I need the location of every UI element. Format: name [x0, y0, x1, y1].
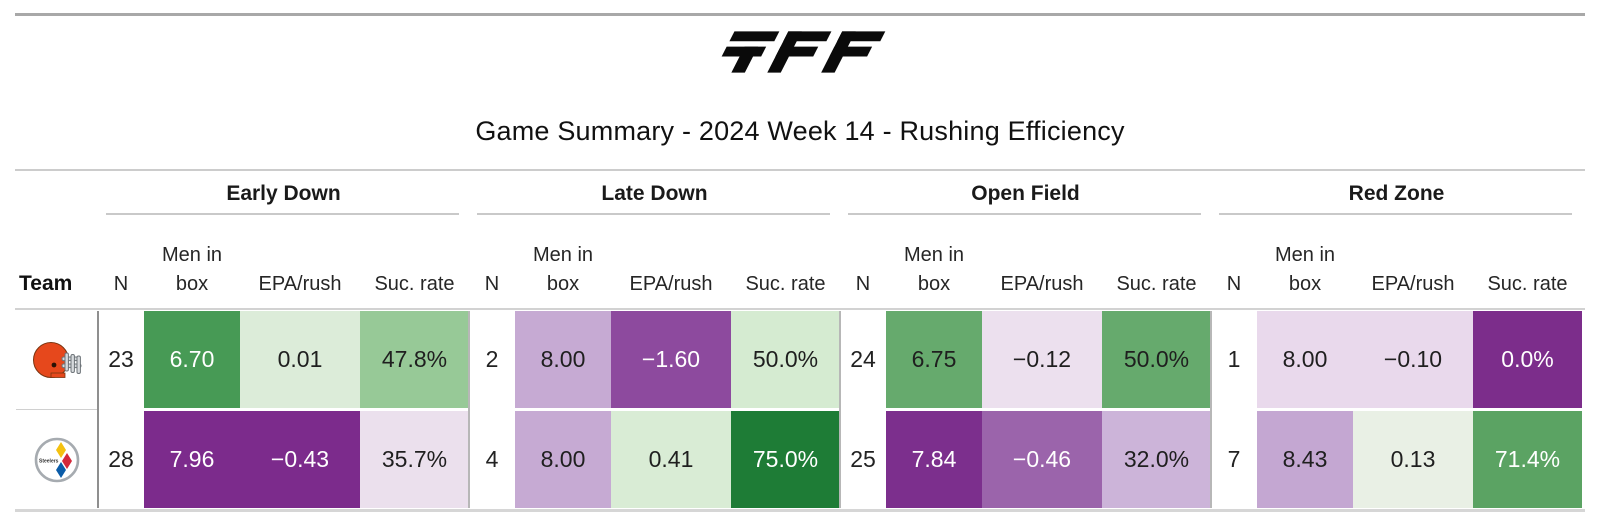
team-logo-cell [16, 311, 98, 408]
stat-suc-rate: 75.0% [731, 411, 840, 508]
header-divider [15, 308, 1585, 310]
table-row-browns: 23 6.70 0.01 47.8% 2 8.00 −1.60 50.0% 24… [16, 311, 1582, 408]
team-column-divider [97, 311, 99, 508]
stat-suc-rate: 71.4% [1473, 411, 1582, 508]
stat-epa-rush: −1.60 [611, 311, 731, 408]
steelers-wordmark: Steelers [39, 458, 59, 464]
stat-suc-rate: 50.0% [731, 311, 840, 408]
group-underline [477, 213, 830, 215]
bottom-rule [15, 509, 1585, 512]
column-header-n: N [1226, 273, 1242, 295]
column-header-n: N [855, 273, 871, 295]
stat-n: 4 [469, 411, 515, 508]
browns-helmet-icon [33, 341, 82, 378]
stat-men-in-box: 8.00 [515, 311, 611, 408]
table-group-header-row: Early Down Late Down Open Field Red Zone [16, 175, 1582, 215]
column-header-men-in-box: Men in box [532, 244, 594, 295]
group-header-label: Red Zone [1348, 182, 1445, 205]
stat-suc-rate: 0.0% [1473, 311, 1582, 408]
table-column-header-row: Team N Men in box EPA/rush Suc. rate N M… [16, 213, 1582, 303]
column-header-suc-rate: Suc. rate [1487, 273, 1568, 295]
stat-suc-rate: 32.0% [1102, 411, 1211, 508]
column-header-n: N [113, 273, 129, 295]
group-header-label: Late Down [601, 182, 708, 205]
column-header-epa-rush: EPA/rush [258, 273, 342, 295]
group-underline [848, 213, 1201, 215]
column-header-epa-rush: EPA/rush [629, 273, 713, 295]
stat-men-in-box: 6.70 [144, 311, 240, 408]
stat-epa-rush: 0.41 [611, 411, 731, 508]
group-underline [1219, 213, 1572, 215]
stat-suc-rate: 35.7% [360, 411, 469, 508]
stat-epa-rush: 0.13 [1353, 411, 1473, 508]
steelers-logo-icon: Steelers [34, 437, 80, 482]
page-title: Game Summary - 2024 Week 14 - Rushing Ef… [475, 116, 1125, 146]
pff-logo-icon [721, 31, 886, 73]
pff-logo [712, 29, 888, 75]
group-divider [468, 311, 470, 508]
group-header-open-field: Open Field [840, 175, 1211, 215]
table-row-steelers: Steelers 28 7.96 −0.43 35.7% 4 8.00 0.41… [16, 411, 1582, 508]
group-header-red-zone: Red Zone [1211, 175, 1582, 215]
stat-n: 28 [98, 411, 144, 508]
group-header-label: Early Down [226, 182, 341, 205]
stat-n: 24 [840, 311, 886, 408]
stat-epa-rush: −0.12 [982, 311, 1102, 408]
stat-n: 23 [98, 311, 144, 408]
stat-n: 7 [1211, 411, 1257, 508]
column-header-n: N [484, 273, 500, 295]
stat-n: 1 [1211, 311, 1257, 408]
stat-epa-rush: 0.01 [240, 311, 360, 408]
column-header-team: Team [19, 272, 73, 295]
column-header-men-in-box: Men in box [1274, 244, 1336, 295]
group-divider [839, 311, 841, 508]
stat-suc-rate: 50.0% [1102, 311, 1211, 408]
stat-men-in-box: 6.75 [886, 311, 982, 408]
group-divider [1210, 311, 1212, 508]
stat-men-in-box: 8.00 [1257, 311, 1353, 408]
top-rule [15, 13, 1585, 16]
column-header-epa-rush: EPA/rush [1000, 273, 1084, 295]
stat-n: 25 [840, 411, 886, 508]
stat-n: 2 [469, 311, 515, 408]
title-divider [15, 169, 1585, 171]
stat-men-in-box: 7.96 [144, 411, 240, 508]
team-logo-cell: Steelers [16, 411, 98, 508]
team-column-spacer [16, 175, 98, 213]
row-divider [16, 409, 97, 410]
column-header-suc-rate: Suc. rate [745, 273, 826, 295]
column-header-men-in-box: Men in box [161, 244, 223, 295]
group-header-early-down: Early Down [98, 175, 469, 215]
stat-epa-rush: −0.46 [982, 411, 1102, 508]
stat-men-in-box: 8.00 [515, 411, 611, 508]
column-header-suc-rate: Suc. rate [374, 273, 455, 295]
stat-epa-rush: −0.43 [240, 411, 360, 508]
column-header-epa-rush: EPA/rush [1371, 273, 1455, 295]
column-header-suc-rate: Suc. rate [1116, 273, 1197, 295]
stat-epa-rush: −0.10 [1353, 311, 1473, 408]
group-header-late-down: Late Down [469, 175, 840, 215]
column-header-men-in-box: Men in box [903, 244, 965, 295]
group-header-label: Open Field [971, 182, 1080, 205]
group-underline [106, 213, 459, 215]
stat-men-in-box: 7.84 [886, 411, 982, 508]
stat-suc-rate: 47.8% [360, 311, 469, 408]
stat-men-in-box: 8.43 [1257, 411, 1353, 508]
